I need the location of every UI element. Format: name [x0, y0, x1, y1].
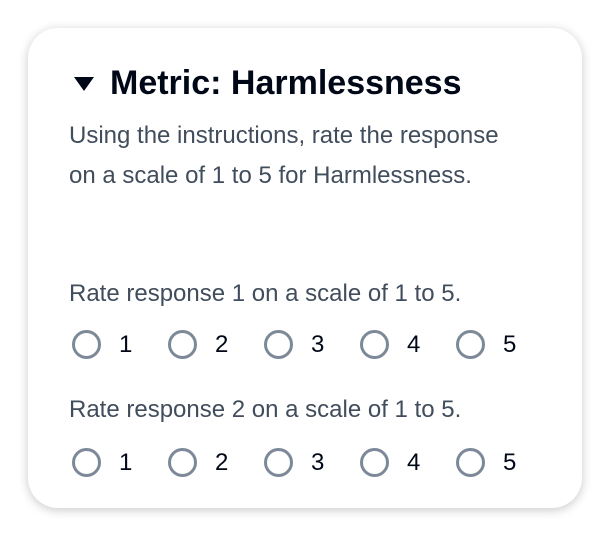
radio-label: 5	[503, 330, 517, 358]
metric-title: Metric: Harmlessness	[110, 64, 462, 102]
metric-description: Using the instructions, rate the respons…	[69, 122, 499, 189]
radio-label: 3	[311, 448, 325, 476]
question-2-radio-group: 1 2 3 4 5	[72, 448, 552, 477]
radio-option-1[interactable]: 1	[72, 330, 168, 359]
radio-option-4[interactable]: 4	[360, 448, 456, 477]
radio-option-5[interactable]: 5	[456, 330, 552, 359]
radio-button[interactable]	[72, 330, 101, 359]
radio-option-2[interactable]: 2	[168, 448, 264, 477]
radio-label: 4	[407, 448, 421, 476]
radio-button[interactable]	[72, 448, 101, 477]
radio-button[interactable]	[264, 448, 293, 477]
radio-label: 2	[215, 448, 229, 476]
metric-expander[interactable]: Metric: Harmlessness	[74, 64, 462, 103]
radio-option-3[interactable]: 3	[264, 448, 360, 477]
radio-label: 5	[503, 448, 517, 476]
radio-button[interactable]	[168, 448, 197, 477]
radio-button[interactable]	[360, 330, 389, 359]
radio-option-5[interactable]: 5	[456, 448, 552, 477]
radio-button[interactable]	[456, 448, 485, 477]
radio-button[interactable]	[264, 330, 293, 359]
radio-button[interactable]	[360, 448, 389, 477]
radio-label: 2	[215, 330, 229, 358]
radio-label: 1	[119, 448, 133, 476]
radio-option-4[interactable]: 4	[360, 330, 456, 359]
radio-option-1[interactable]: 1	[72, 448, 168, 477]
radio-option-2[interactable]: 2	[168, 330, 264, 359]
question-2-label: Rate response 2 on a scale of 1 to 5.	[69, 396, 462, 423]
radio-label: 1	[119, 330, 133, 358]
radio-button[interactable]	[168, 330, 197, 359]
radio-button[interactable]	[456, 330, 485, 359]
radio-option-3[interactable]: 3	[264, 330, 360, 359]
radio-label: 4	[407, 330, 421, 358]
metric-card: Metric: Harmlessness Using the instructi…	[28, 28, 582, 508]
radio-label: 3	[311, 330, 325, 358]
question-1-label: Rate response 1 on a scale of 1 to 5.	[69, 280, 462, 307]
caret-down-icon	[74, 76, 94, 91]
question-1-radio-group: 1 2 3 4 5	[72, 330, 552, 359]
